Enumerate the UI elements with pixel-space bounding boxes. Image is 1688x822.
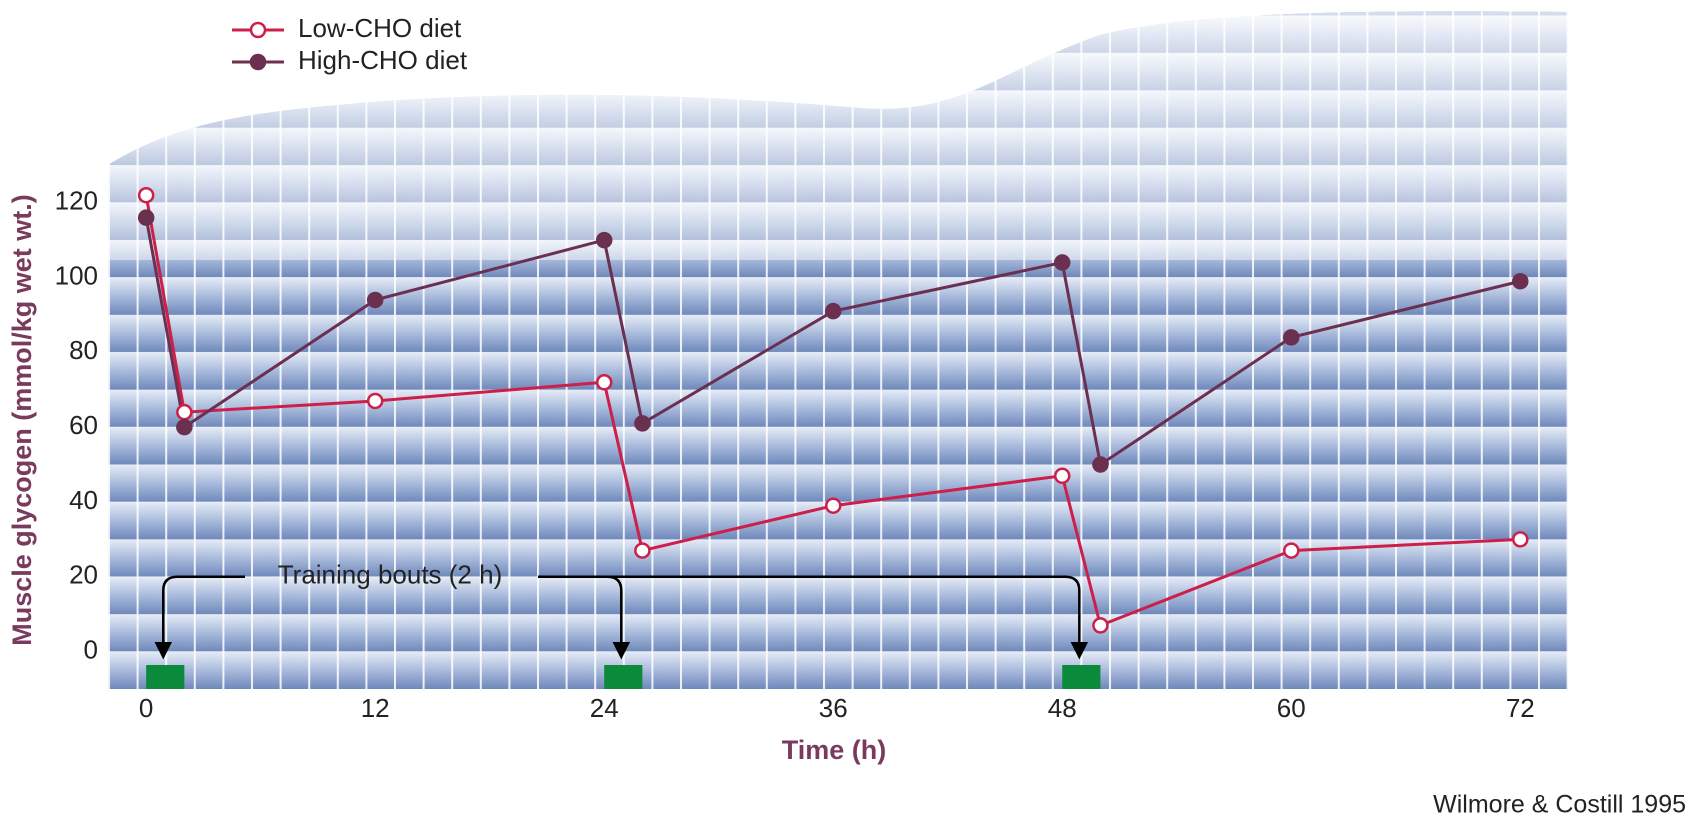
training-bout [604, 665, 643, 689]
x-tick-label: 36 [819, 693, 848, 723]
source: Wilmore & Costill 1995 [1433, 791, 1686, 819]
training-bout [1062, 665, 1101, 689]
data-point [137, 209, 155, 226]
data-point [595, 231, 613, 249]
data-point [1092, 617, 1109, 634]
y-tick-label: 40 [69, 485, 98, 515]
data-point [137, 186, 155, 204]
y-tick-label: 60 [69, 410, 98, 440]
x-tick-label: 0 [139, 693, 153, 723]
data-point [1283, 329, 1300, 346]
legend-label: High-CHO diet [298, 45, 468, 75]
data-point [1053, 467, 1071, 485]
y-tick-label: 0 [84, 634, 98, 664]
series-line [144, 217, 1521, 468]
y-tick-label: 120 [55, 186, 98, 216]
data-point [1053, 254, 1071, 271]
data-point [366, 392, 384, 410]
data-point [1512, 273, 1529, 290]
annotation-arrow [538, 575, 1089, 660]
x-tick-label: 72 [1506, 693, 1535, 723]
data-point [1512, 531, 1529, 548]
data-point [176, 403, 193, 421]
x-tick-label: 24 [590, 693, 619, 723]
data-point [634, 542, 651, 559]
data-point [366, 291, 384, 309]
data-point [1092, 456, 1109, 473]
training-bout [146, 665, 185, 689]
x-tick-label: 60 [1277, 693, 1306, 723]
data-point [634, 415, 651, 432]
annotation-arrow [154, 575, 245, 660]
y-axis-title: Muscle glycogen (mmol/kg wet wt.) [7, 194, 37, 646]
x-axis-title: Time (h) [782, 735, 887, 765]
data-point [595, 374, 613, 391]
y-tick-label: 100 [55, 260, 98, 290]
annotation: Training bouts (2 h) [278, 560, 502, 590]
x-tick-label: 12 [361, 693, 390, 723]
plot-fade [108, 11, 1568, 690]
series-line [144, 194, 1521, 628]
x-tick-label: 48 [1048, 693, 1077, 723]
legend-marker [249, 21, 267, 39]
y-tick-label: 80 [69, 335, 98, 365]
data-point [176, 418, 193, 436]
legend-marker [249, 53, 267, 71]
data-point [824, 497, 842, 514]
y-tick-label: 20 [69, 560, 98, 590]
legend-label: Low-CHO diet [298, 13, 462, 43]
data-point [1283, 542, 1300, 559]
data-point [824, 302, 842, 320]
